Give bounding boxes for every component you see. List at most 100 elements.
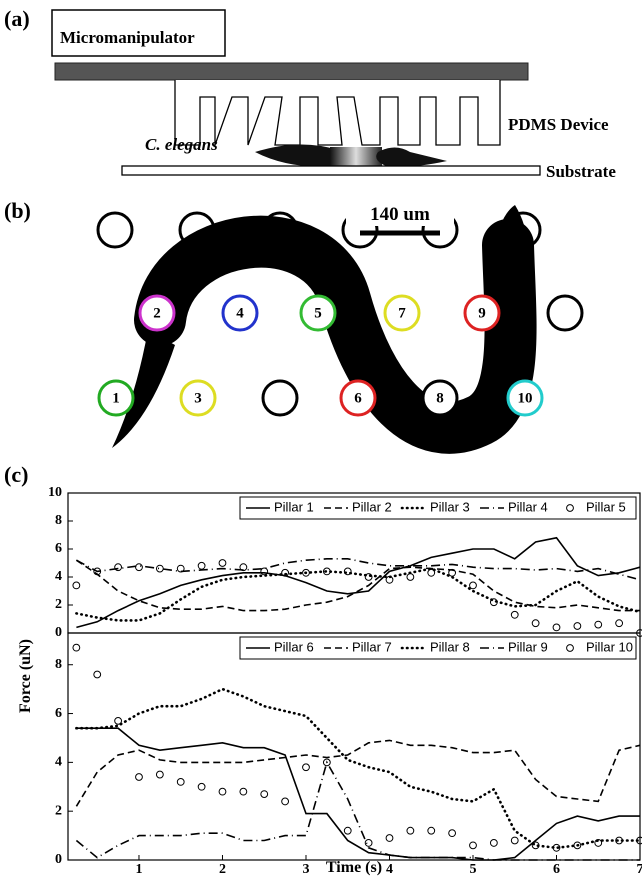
data-point xyxy=(469,841,477,850)
data-point xyxy=(93,670,102,679)
pillar-number: 10 xyxy=(518,390,533,406)
legend-box xyxy=(239,636,637,660)
pillar xyxy=(138,294,176,332)
pillar xyxy=(421,379,459,417)
y-tick-label: 0 xyxy=(55,852,62,867)
data-point xyxy=(615,836,624,845)
y-tick-label: 4 xyxy=(55,569,62,584)
data-point xyxy=(385,834,394,842)
data-point xyxy=(615,619,624,628)
pdms-device xyxy=(174,80,501,146)
y-tick-label: 8 xyxy=(55,657,62,672)
pillar-number: 6 xyxy=(354,390,362,406)
pillar xyxy=(179,379,217,417)
pillar-number: 3 xyxy=(194,390,202,406)
x-axis-label: Time (s) xyxy=(326,859,382,876)
plot-frame xyxy=(67,632,641,861)
data-point xyxy=(489,598,498,607)
substrate-label: Substrate xyxy=(546,162,616,181)
x-tick-label: 6 xyxy=(553,862,560,877)
data-point xyxy=(322,758,331,767)
data-point xyxy=(531,841,540,850)
panel-label: (b) xyxy=(4,198,31,223)
y-tick-label: 0 xyxy=(55,625,62,640)
legend-label: Pillar 3 xyxy=(430,499,470,514)
data-point xyxy=(176,564,185,573)
pillar xyxy=(261,379,299,417)
worm xyxy=(134,215,537,454)
legend-label: Pillar 7 xyxy=(352,639,392,654)
panel-label: (a) xyxy=(4,6,30,31)
data-point xyxy=(197,782,206,791)
data-point xyxy=(427,826,436,835)
data-point xyxy=(114,716,123,725)
data-point xyxy=(489,839,498,847)
pillar-number: 5 xyxy=(314,305,322,321)
data-point xyxy=(281,568,290,577)
pillar-number: 2 xyxy=(153,305,161,321)
x-tick-label: 2 xyxy=(219,862,226,877)
data-line xyxy=(76,536,641,629)
data-point xyxy=(573,841,582,850)
data-point xyxy=(364,839,373,847)
y-tick-label: 8 xyxy=(55,513,62,528)
scale-bg xyxy=(346,204,454,226)
x-tick-label: 3 xyxy=(302,862,309,877)
pillar-number: 4 xyxy=(236,305,244,321)
data-point xyxy=(469,581,477,590)
substrate xyxy=(121,165,541,176)
data-point xyxy=(573,622,582,630)
micromanipulator-box xyxy=(51,9,226,57)
data-point xyxy=(281,797,290,806)
data-point xyxy=(239,787,248,796)
pillar xyxy=(463,294,501,332)
data-point xyxy=(302,568,310,577)
numbered-pillars xyxy=(97,294,544,417)
micromanipulator-label: Micromanipulator xyxy=(60,28,195,47)
data-point xyxy=(260,567,269,576)
x-tick-label: 1 xyxy=(135,862,142,877)
data-line xyxy=(75,559,640,612)
data-point xyxy=(218,787,227,796)
worm-tail xyxy=(112,330,175,448)
data-point xyxy=(72,643,81,652)
legend-label: Pillar 5 xyxy=(586,499,626,514)
legend-label: Pillar 4 xyxy=(508,499,548,514)
x-tick-label: 5 xyxy=(469,862,476,877)
legend-label: Pillar 1 xyxy=(274,499,314,514)
legend-marker xyxy=(566,644,574,652)
data-point xyxy=(448,829,457,838)
data-point xyxy=(510,610,519,619)
data-point xyxy=(114,563,123,572)
data-point xyxy=(510,836,519,845)
data-point xyxy=(135,773,143,781)
legend-label: Pillar 8 xyxy=(430,639,470,654)
worm-body xyxy=(255,144,343,167)
legend-box xyxy=(239,496,637,520)
data-point xyxy=(239,563,248,572)
data-point xyxy=(552,623,561,632)
worm-label: C. elegans xyxy=(145,135,218,154)
legend-label: Pillar 2 xyxy=(352,499,392,514)
data-point xyxy=(594,620,603,629)
device-label: PDMS Device xyxy=(508,115,609,134)
y-tick-label: 4 xyxy=(55,755,62,770)
data-line xyxy=(75,567,642,622)
legend-label: Pillar 10 xyxy=(586,639,633,654)
pillar-number: 7 xyxy=(398,305,406,321)
worm-head xyxy=(376,147,447,167)
data-point xyxy=(552,843,561,852)
data-point xyxy=(364,573,373,581)
pillar xyxy=(299,294,337,332)
worm-mid xyxy=(330,147,382,166)
pillar-number: 8 xyxy=(436,390,444,406)
data-point xyxy=(155,564,164,573)
y-tick-label: 10 xyxy=(48,485,62,500)
y-tick-label: 6 xyxy=(55,541,62,556)
pillar-number: 1 xyxy=(112,390,120,406)
manipulator-bar xyxy=(54,62,529,81)
y-tick-label: 6 xyxy=(55,706,62,721)
panel-label: (c) xyxy=(4,462,28,487)
data-line xyxy=(75,687,642,850)
